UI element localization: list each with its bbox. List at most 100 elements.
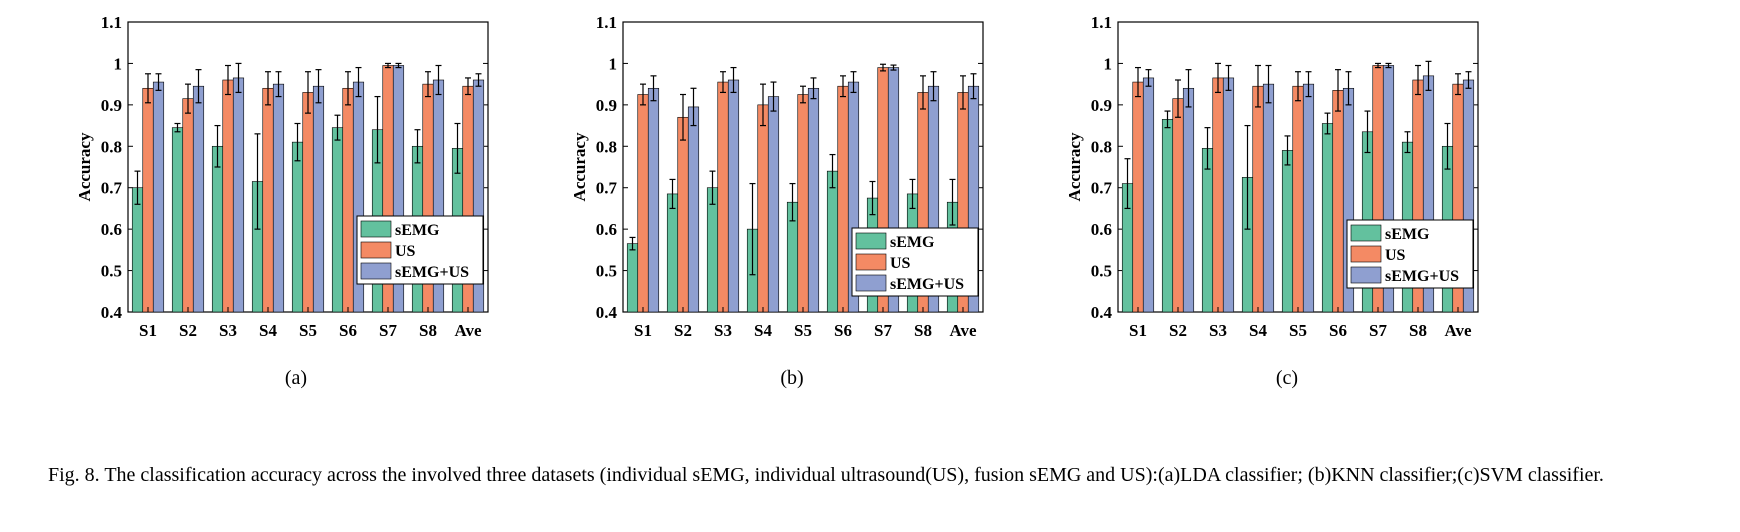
x-tick-label: Ave xyxy=(1444,321,1472,340)
legend-entry: US xyxy=(1385,247,1406,264)
y-tick-label: 0.6 xyxy=(1091,220,1112,239)
y-tick-label: 0.6 xyxy=(596,220,617,239)
legend: sEMG US sEMG+US xyxy=(1346,219,1474,289)
bar-us-s3 xyxy=(222,79,234,313)
bar-semg-s5 xyxy=(1281,150,1294,313)
legend-entry: US xyxy=(890,255,911,272)
bar-us-s1 xyxy=(142,87,154,313)
bar-semg-plus-us-s2 xyxy=(192,85,205,313)
x-tick-label: S5 xyxy=(299,321,317,340)
x-tick-label: S3 xyxy=(1209,321,1227,340)
legend-swatch xyxy=(1350,224,1382,242)
x-tick-label: S5 xyxy=(794,321,812,340)
y-tick-label: 0.9 xyxy=(1091,96,1112,115)
y-tick-label: 1 xyxy=(114,54,123,73)
bar-semg-plus-us-s5 xyxy=(312,85,325,313)
y-tick-label: 0.7 xyxy=(101,179,123,198)
x-tick-label: S7 xyxy=(874,321,892,340)
bar-semg-s2 xyxy=(1161,119,1174,313)
y-tick-label: 1 xyxy=(1104,54,1113,73)
y-tick-label: 0.5 xyxy=(596,262,617,281)
bar-us-s4 xyxy=(262,87,274,313)
x-tick-label: S2 xyxy=(674,321,692,340)
legend-entry: sEMG xyxy=(890,234,935,251)
y-tick-label: 1 xyxy=(609,54,618,73)
bar-semg-s6 xyxy=(331,127,344,313)
y-tick-label: 1.1 xyxy=(1091,13,1112,32)
legend-entry: sEMG+US xyxy=(395,264,469,281)
bar-semg-s3 xyxy=(211,145,224,313)
x-tick-label: S7 xyxy=(379,321,397,340)
bar-semg-plus-us-s1 xyxy=(1142,77,1155,313)
y-axis-label: Accuracy xyxy=(570,132,589,201)
y-tick-label: 0.4 xyxy=(596,303,618,322)
bar-semg-plus-us-s3 xyxy=(232,77,245,313)
bar-us-s3 xyxy=(717,81,729,313)
bar-us-s5 xyxy=(797,94,809,313)
legend: sEMG US sEMG+US xyxy=(851,227,979,297)
x-tick-label: S6 xyxy=(834,321,852,340)
figure-caption: Fig. 8. The classification accuracy acro… xyxy=(48,464,1604,486)
legend-swatch xyxy=(1350,266,1382,284)
y-tick-label: 0.9 xyxy=(101,96,122,115)
bar-semg-s1 xyxy=(131,187,144,313)
y-tick-label: 0.9 xyxy=(596,96,617,115)
bar-semg-plus-us-s1 xyxy=(647,87,660,313)
y-tick-label: 0.5 xyxy=(1091,262,1112,281)
x-tick-label: S4 xyxy=(754,321,772,340)
legend-swatch xyxy=(360,262,392,280)
x-tick-label: S1 xyxy=(139,321,157,340)
bar-semg-plus-us-s5 xyxy=(1302,83,1315,313)
x-tick-label: Ave xyxy=(949,321,977,340)
bar-us-s3 xyxy=(1212,77,1224,313)
panel-label: (c) xyxy=(1276,367,1298,389)
bar-us-s1 xyxy=(1132,81,1144,313)
bar-us-s4 xyxy=(1252,85,1264,313)
y-tick-label: 0.4 xyxy=(101,303,123,322)
x-tick-label: S4 xyxy=(1249,321,1267,340)
x-tick-label: S6 xyxy=(1329,321,1347,340)
x-tick-label: S2 xyxy=(179,321,197,340)
x-tick-label: S4 xyxy=(259,321,277,340)
bar-semg-s2 xyxy=(171,127,184,313)
x-tick-label: S6 xyxy=(339,321,357,340)
y-tick-label: 0.7 xyxy=(596,179,618,198)
x-tick-label: Ave xyxy=(454,321,482,340)
x-tick-label: S3 xyxy=(219,321,237,340)
bar-us-s2 xyxy=(677,116,689,313)
x-tick-label: S8 xyxy=(914,321,932,340)
legend-entry: sEMG+US xyxy=(890,276,964,293)
x-tick-label: S1 xyxy=(1129,321,1147,340)
bar-semg-s6 xyxy=(826,170,839,313)
bar-us-s2 xyxy=(182,98,194,313)
legend-swatch xyxy=(855,274,887,292)
bar-semg-plus-us-s4 xyxy=(767,96,780,313)
legend-swatch xyxy=(1350,245,1382,263)
bar-us-s6 xyxy=(837,85,849,313)
y-tick-label: 0.8 xyxy=(596,137,617,156)
y-tick-label: 0.6 xyxy=(101,220,122,239)
bar-semg-s6 xyxy=(1321,123,1334,313)
y-tick-label: 0.4 xyxy=(1091,303,1113,322)
y-tick-label: 1.1 xyxy=(596,13,617,32)
bar-semg-s2 xyxy=(666,193,679,313)
bar-semg-s1 xyxy=(626,243,639,313)
bar-us-s1 xyxy=(637,94,649,313)
bar-us-s5 xyxy=(1292,85,1304,313)
y-tick-label: 1.1 xyxy=(101,13,122,32)
bar-semg-plus-us-s4 xyxy=(272,83,285,313)
legend-entry: US xyxy=(395,243,416,260)
y-axis-label: Accuracy xyxy=(75,132,94,201)
chart-panel-1: 0.4 0.5 0.6 0.7 0.8 0.9 1 1.1 Accuracy S1 S2 S3 S4 S5… xyxy=(75,13,489,389)
bar-semg-plus-us-s4 xyxy=(1262,83,1275,313)
legend-swatch xyxy=(360,241,392,259)
legend-swatch xyxy=(855,232,887,250)
bar-semg-plus-us-s1 xyxy=(152,81,165,313)
legend-swatch xyxy=(360,220,392,238)
bar-semg-plus-us-s2 xyxy=(1182,87,1195,313)
x-tick-label: S5 xyxy=(1289,321,1307,340)
bar-semg-s5 xyxy=(291,141,304,313)
y-tick-label: 0.5 xyxy=(101,262,122,281)
legend-entry: sEMG xyxy=(1385,226,1430,243)
